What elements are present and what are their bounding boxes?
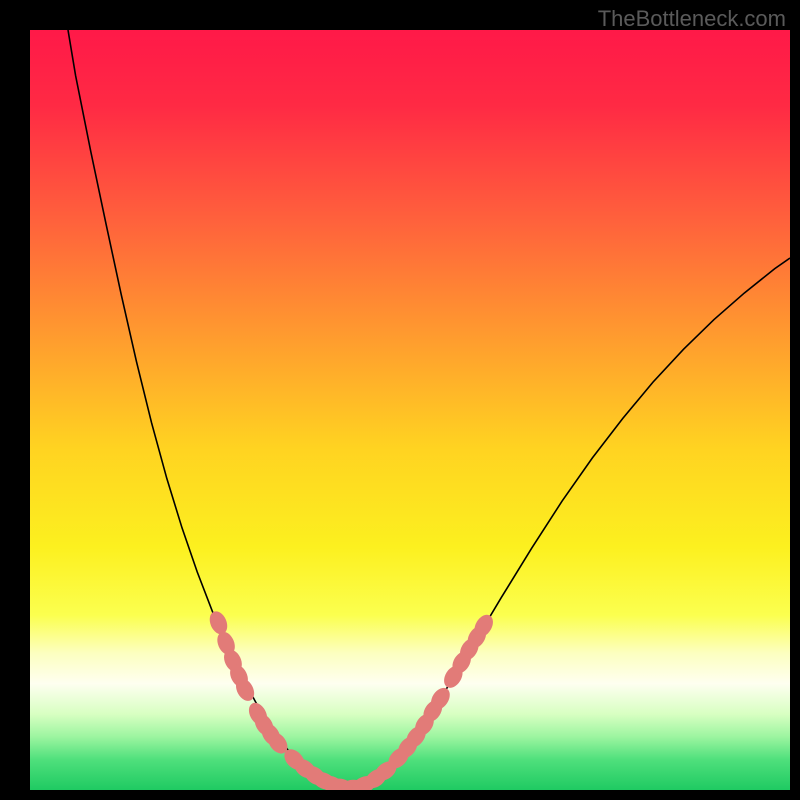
curve-layer [30,30,790,790]
marker-group [206,609,496,790]
bottleneck-curve [68,30,790,788]
watermark-text: TheBottleneck.com [598,6,786,32]
plot-area [30,30,790,790]
